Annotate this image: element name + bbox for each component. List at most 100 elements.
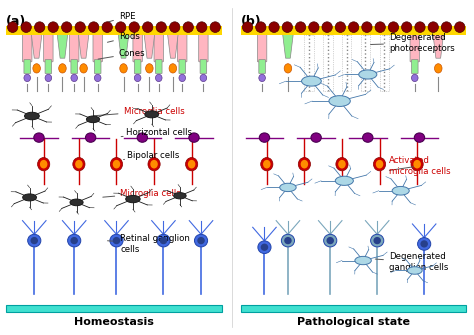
Ellipse shape xyxy=(137,133,147,142)
Ellipse shape xyxy=(335,176,353,185)
Text: Rods: Rods xyxy=(108,32,140,42)
Ellipse shape xyxy=(126,195,140,203)
Ellipse shape xyxy=(185,157,198,171)
Ellipse shape xyxy=(355,256,371,265)
Ellipse shape xyxy=(197,22,207,32)
Ellipse shape xyxy=(145,111,159,118)
Ellipse shape xyxy=(8,22,18,32)
Ellipse shape xyxy=(435,64,442,73)
Ellipse shape xyxy=(324,234,337,247)
Ellipse shape xyxy=(110,157,123,171)
FancyBboxPatch shape xyxy=(155,60,162,73)
Ellipse shape xyxy=(413,160,421,169)
Ellipse shape xyxy=(150,160,158,169)
FancyBboxPatch shape xyxy=(410,34,419,62)
Ellipse shape xyxy=(129,22,139,32)
Ellipse shape xyxy=(414,133,425,142)
Ellipse shape xyxy=(259,133,270,142)
Ellipse shape xyxy=(189,133,199,142)
Ellipse shape xyxy=(194,234,208,247)
Ellipse shape xyxy=(102,22,112,32)
Ellipse shape xyxy=(33,64,40,73)
Ellipse shape xyxy=(441,22,452,32)
Ellipse shape xyxy=(94,74,101,82)
Ellipse shape xyxy=(311,133,321,142)
FancyBboxPatch shape xyxy=(134,60,141,73)
Ellipse shape xyxy=(415,22,425,32)
Ellipse shape xyxy=(59,64,66,73)
Ellipse shape xyxy=(34,133,44,142)
Text: Degenerated
ganglion cells: Degenerated ganglion cells xyxy=(375,253,448,272)
Ellipse shape xyxy=(301,160,308,169)
Ellipse shape xyxy=(134,74,141,82)
Text: Horizontal cells: Horizontal cells xyxy=(121,128,192,137)
Ellipse shape xyxy=(298,157,310,171)
FancyBboxPatch shape xyxy=(257,34,267,62)
Ellipse shape xyxy=(21,22,31,32)
Ellipse shape xyxy=(23,194,36,201)
Ellipse shape xyxy=(116,22,126,32)
Ellipse shape xyxy=(392,187,409,195)
Ellipse shape xyxy=(258,241,271,254)
Text: Degenerated
photoreceptors: Degenerated photoreceptors xyxy=(371,33,455,53)
Polygon shape xyxy=(57,31,68,58)
Ellipse shape xyxy=(169,64,177,73)
Text: Microglia cells: Microglia cells xyxy=(93,107,184,116)
Text: Activated
microglia cells: Activated microglia cells xyxy=(389,156,451,176)
Ellipse shape xyxy=(269,22,279,32)
Text: (a): (a) xyxy=(6,15,27,28)
Ellipse shape xyxy=(335,22,346,32)
Ellipse shape xyxy=(30,237,38,244)
Ellipse shape xyxy=(179,74,185,82)
Ellipse shape xyxy=(70,199,83,206)
Ellipse shape xyxy=(362,22,372,32)
Text: Retinal ganglion
cells: Retinal ganglion cells xyxy=(108,234,190,254)
Ellipse shape xyxy=(455,22,465,32)
Ellipse shape xyxy=(338,160,346,169)
FancyBboxPatch shape xyxy=(24,60,30,73)
Ellipse shape xyxy=(35,22,45,32)
FancyBboxPatch shape xyxy=(179,60,185,73)
Bar xyxy=(6,26,222,35)
Ellipse shape xyxy=(200,74,207,82)
Ellipse shape xyxy=(155,74,162,82)
Ellipse shape xyxy=(48,22,58,32)
FancyBboxPatch shape xyxy=(71,60,77,73)
Ellipse shape xyxy=(420,240,428,248)
Ellipse shape xyxy=(160,237,167,244)
Ellipse shape xyxy=(188,160,195,169)
Ellipse shape xyxy=(71,237,78,244)
Ellipse shape xyxy=(110,234,123,247)
Text: Cones: Cones xyxy=(98,49,146,59)
Text: RPE: RPE xyxy=(108,12,136,22)
Ellipse shape xyxy=(113,160,120,169)
Ellipse shape xyxy=(183,22,193,32)
Ellipse shape xyxy=(259,74,265,82)
Ellipse shape xyxy=(280,183,296,192)
FancyBboxPatch shape xyxy=(70,34,79,62)
Ellipse shape xyxy=(170,22,180,32)
Polygon shape xyxy=(118,31,129,58)
FancyBboxPatch shape xyxy=(133,34,142,62)
Ellipse shape xyxy=(407,267,422,274)
FancyBboxPatch shape xyxy=(93,34,102,62)
Ellipse shape xyxy=(261,157,273,171)
FancyBboxPatch shape xyxy=(23,34,32,62)
Ellipse shape xyxy=(40,160,47,169)
Ellipse shape xyxy=(309,22,319,32)
Ellipse shape xyxy=(120,64,128,73)
Text: Homeostasis: Homeostasis xyxy=(74,317,154,327)
Ellipse shape xyxy=(27,234,41,247)
Ellipse shape xyxy=(157,234,170,247)
Ellipse shape xyxy=(322,22,332,32)
Ellipse shape xyxy=(210,22,220,32)
Polygon shape xyxy=(283,31,293,58)
Ellipse shape xyxy=(411,157,423,171)
FancyBboxPatch shape xyxy=(94,60,101,73)
Ellipse shape xyxy=(255,22,266,32)
FancyBboxPatch shape xyxy=(259,60,265,73)
Ellipse shape xyxy=(282,234,294,247)
Ellipse shape xyxy=(146,64,153,73)
Ellipse shape xyxy=(329,96,350,107)
FancyBboxPatch shape xyxy=(411,60,418,73)
